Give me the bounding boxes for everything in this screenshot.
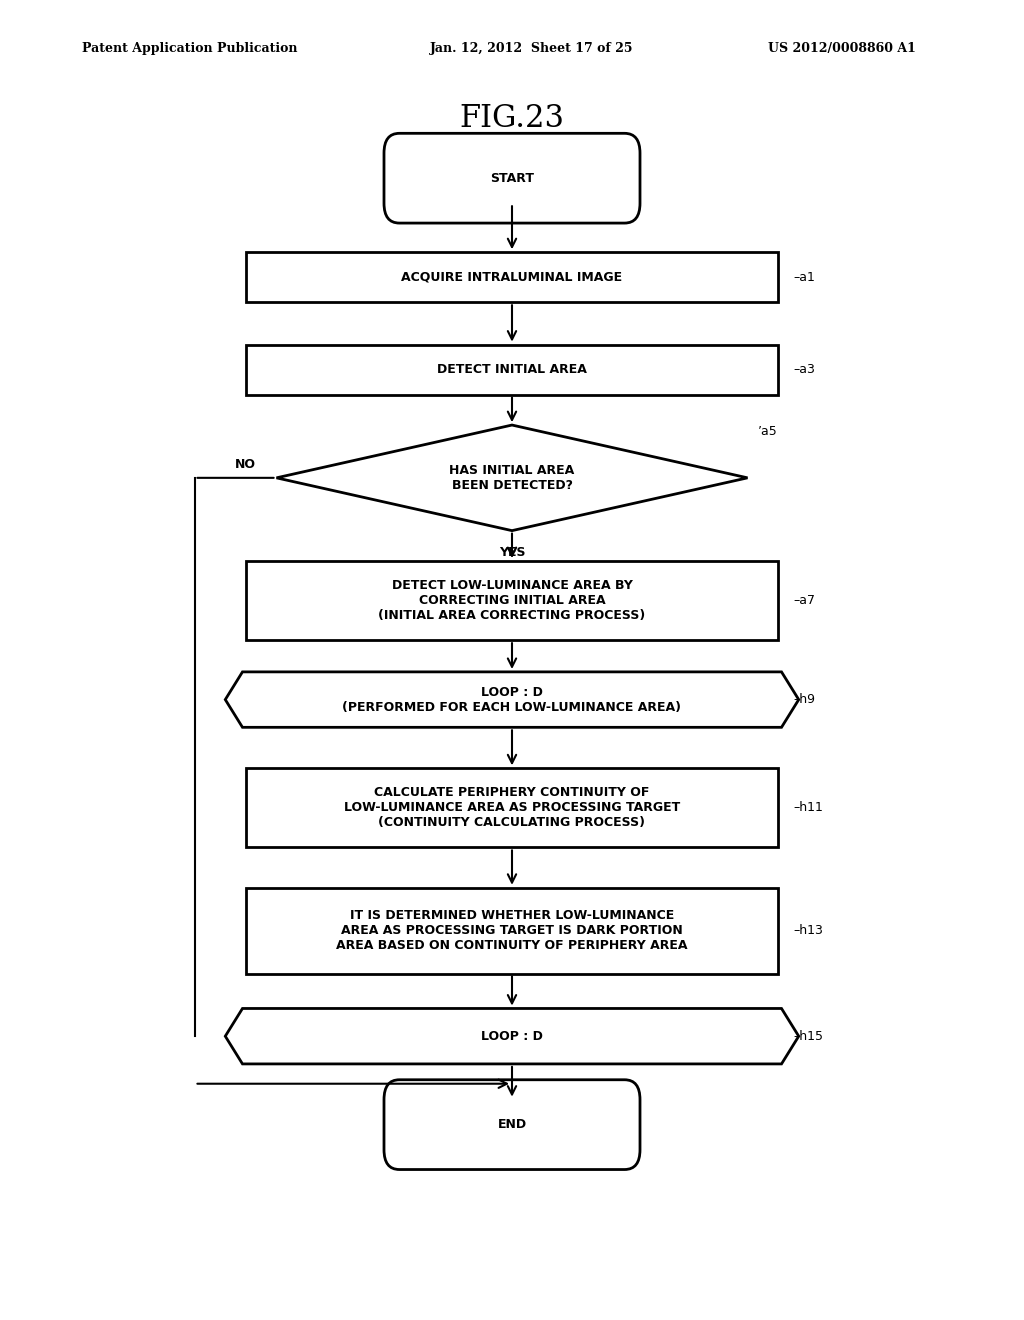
Text: –h11: –h11 [794, 801, 823, 814]
Polygon shape [276, 425, 748, 531]
Polygon shape [225, 1008, 799, 1064]
Text: ACQUIRE INTRALUMINAL IMAGE: ACQUIRE INTRALUMINAL IMAGE [401, 271, 623, 284]
Text: FIG.23: FIG.23 [460, 103, 564, 135]
Text: Jan. 12, 2012  Sheet 17 of 25: Jan. 12, 2012 Sheet 17 of 25 [430, 42, 634, 55]
FancyBboxPatch shape [246, 768, 778, 847]
Text: –h15: –h15 [794, 1030, 823, 1043]
Text: START: START [490, 172, 534, 185]
FancyBboxPatch shape [384, 133, 640, 223]
Text: –a1: –a1 [794, 271, 815, 284]
Text: YES: YES [499, 546, 525, 560]
Text: –a3: –a3 [794, 363, 815, 376]
FancyBboxPatch shape [246, 888, 778, 974]
Text: END: END [498, 1118, 526, 1131]
Text: LOOP : D: LOOP : D [481, 1030, 543, 1043]
Text: –a7: –a7 [794, 594, 815, 607]
FancyBboxPatch shape [246, 252, 778, 302]
Text: –h9: –h9 [794, 693, 815, 706]
Text: HAS INITIAL AREA
BEEN DETECTED?: HAS INITIAL AREA BEEN DETECTED? [450, 463, 574, 492]
Text: IT IS DETERMINED WHETHER LOW-LUMINANCE
AREA AS PROCESSING TARGET IS DARK PORTION: IT IS DETERMINED WHETHER LOW-LUMINANCE A… [336, 909, 688, 952]
Text: LOOP : D
(PERFORMED FOR EACH LOW-LUMINANCE AREA): LOOP : D (PERFORMED FOR EACH LOW-LUMINAN… [342, 685, 682, 714]
FancyBboxPatch shape [246, 345, 778, 395]
Text: DETECT LOW-LUMINANCE AREA BY
CORRECTING INITIAL AREA
(INITIAL AREA CORRECTING PR: DETECT LOW-LUMINANCE AREA BY CORRECTING … [379, 579, 645, 622]
Text: NO: NO [234, 458, 256, 471]
Text: CALCULATE PERIPHERY CONTINUITY OF
LOW-LUMINANCE AREA AS PROCESSING TARGET
(CONTI: CALCULATE PERIPHERY CONTINUITY OF LOW-LU… [344, 787, 680, 829]
Text: ’a5: ’a5 [758, 425, 777, 438]
FancyBboxPatch shape [246, 561, 778, 640]
Text: DETECT INITIAL AREA: DETECT INITIAL AREA [437, 363, 587, 376]
Text: US 2012/0008860 A1: US 2012/0008860 A1 [768, 42, 915, 55]
Text: Patent Application Publication: Patent Application Publication [82, 42, 297, 55]
Polygon shape [225, 672, 799, 727]
FancyBboxPatch shape [384, 1080, 640, 1170]
Text: –h13: –h13 [794, 924, 823, 937]
